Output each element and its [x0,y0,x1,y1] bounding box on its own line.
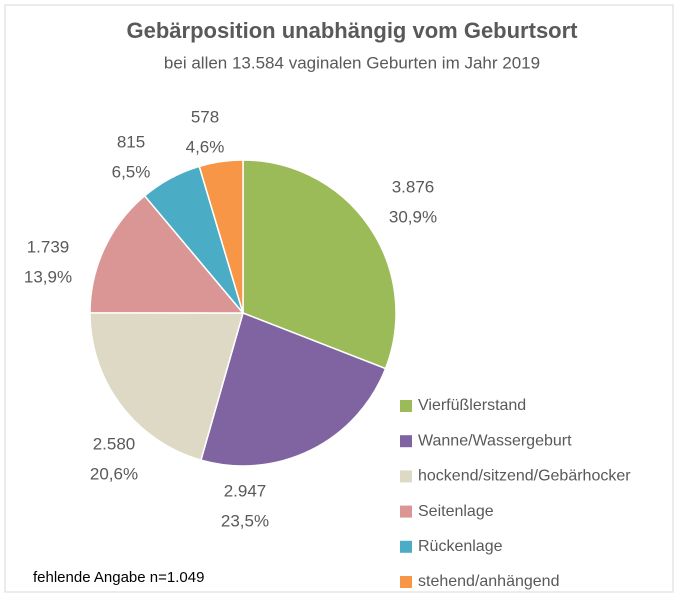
value-label: 578 [191,107,219,126]
legend-swatch [400,435,412,448]
value-label: 2.947 [224,481,267,500]
value-label: 2.580 [93,434,136,453]
legend-swatch [400,470,412,483]
legend-label: Wanne/Wassergeburt [418,432,572,449]
legend-label: hockend/sitzend/Gebärhocker [418,468,631,485]
legend-label: Rückenlage [418,538,503,555]
pie-slice [200,312,387,467]
legend-label: Seitenlage [418,503,494,520]
value-label: 1.739 [27,237,70,256]
chart-title: Gebärposition unabhängig vom Geburtsort [126,18,578,43]
annotation: fehlende Angabe n=1.049 [33,569,204,586]
value-label: 815 [117,132,145,151]
percentage-label: 6,5% [112,162,151,181]
pie-slice [89,312,244,462]
pie-slice [89,194,245,314]
percentage-label: 23,5% [221,511,269,530]
percentage-label: 30,9% [389,207,437,226]
percentage-label: 20,6% [90,464,138,483]
value-label: 3.876 [392,177,435,196]
pie-slice [242,159,397,370]
chart-subtitle: bei allen 13.584 vaginalen Geburten im J… [164,53,540,72]
legend-swatch [400,540,412,553]
legend-swatch [400,576,412,588]
legend-label: stehend/anhängend [418,573,559,590]
legend-swatch [400,505,412,518]
percentage-label: 13,9% [24,267,72,286]
pie-slice [198,159,244,314]
percentage-label: 4,6% [186,137,225,156]
legend-label: Vierfüßlerstand [418,397,526,414]
legend-swatch [400,400,412,412]
